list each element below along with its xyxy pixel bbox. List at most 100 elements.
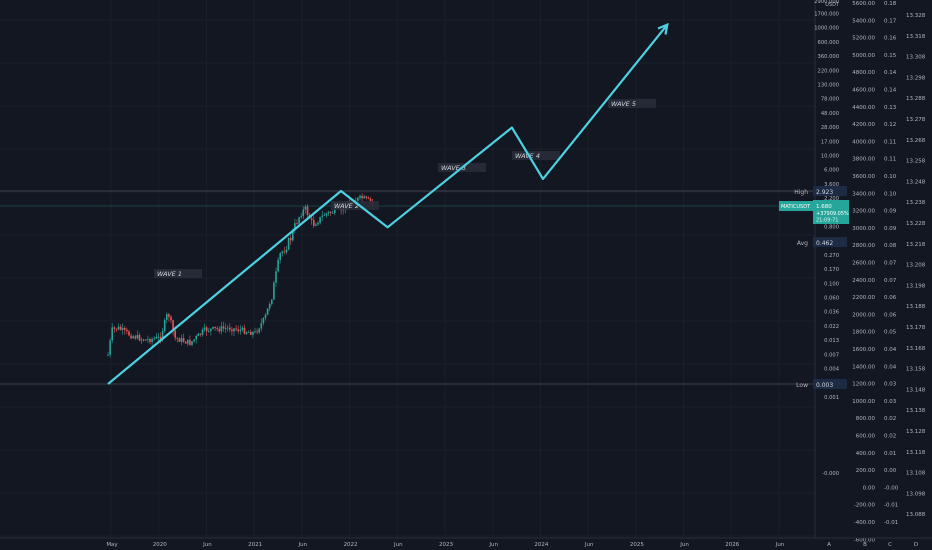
scale-a-label: 0.036 bbox=[824, 310, 839, 316]
candle-body bbox=[189, 339, 191, 345]
high-label: High bbox=[794, 189, 808, 196]
candle-body bbox=[134, 336, 137, 339]
candle-body bbox=[359, 195, 361, 198]
candle-body bbox=[159, 336, 162, 340]
candle-body bbox=[357, 197, 359, 201]
elliott-wave-path[interactable] bbox=[107, 24, 669, 385]
candle-body bbox=[168, 314, 170, 317]
scale-d-label: 13.178 bbox=[906, 325, 926, 331]
candle-body bbox=[237, 329, 239, 332]
grid bbox=[0, 0, 815, 538]
scale-c-label: 0.01 bbox=[884, 451, 896, 457]
candle-body bbox=[187, 339, 189, 344]
time-label: Jun bbox=[202, 542, 212, 548]
candle-body bbox=[132, 336, 134, 339]
candle-body bbox=[260, 323, 263, 329]
candle-body bbox=[334, 208, 336, 213]
candle-body bbox=[107, 354, 109, 356]
candle-body bbox=[170, 316, 172, 321]
candle-body bbox=[205, 327, 208, 332]
scale-a-label: 220.000 bbox=[818, 68, 839, 74]
scale-a-label: 10.000 bbox=[821, 154, 839, 160]
time-axis[interactable]: May 2020 Jun 2021 Jun 2022 Jun 2023 Jun 2024 Jun 20… bbox=[0, 537, 932, 548]
candle-body bbox=[220, 326, 223, 332]
candle-body bbox=[182, 338, 185, 342]
candle-body bbox=[119, 326, 122, 330]
candle-body bbox=[121, 328, 124, 330]
scale-d-label: 13.218 bbox=[906, 242, 926, 248]
candle-body bbox=[149, 339, 151, 343]
scale-c-label: 0.09 bbox=[884, 226, 897, 232]
scale-b-label: 1200.00 bbox=[852, 382, 875, 388]
candle-body bbox=[155, 336, 158, 339]
candle-body bbox=[323, 215, 326, 217]
scale-c-label: 0.17 bbox=[884, 18, 897, 24]
scale-b-label: 3400.00 bbox=[852, 191, 875, 197]
scale-c-label: 0.16 bbox=[884, 36, 897, 42]
scale-a-label: 360.000 bbox=[818, 54, 839, 60]
scale-a-label: 2.200 bbox=[824, 196, 839, 202]
scale-d-label: 13.188 bbox=[906, 304, 926, 310]
scale-d-label: 13.328 bbox=[906, 13, 926, 19]
candle-body bbox=[271, 299, 273, 305]
scale-a-label: 0.270 bbox=[824, 253, 839, 259]
candle-body bbox=[222, 326, 225, 329]
scale-b-label: -200.00 bbox=[854, 503, 876, 509]
scale-c[interactable]: 0.18 0.17 0.16 0.15 0.14 0.14 0.13 0.12 0.11 0.11… bbox=[884, 1, 899, 526]
scale-d-label: 13.288 bbox=[906, 96, 926, 102]
scale-a-label: 0.022 bbox=[824, 324, 839, 330]
candle-body bbox=[283, 251, 286, 253]
avg-value: 0.462 bbox=[816, 240, 833, 247]
time-label: May bbox=[106, 542, 118, 548]
candle-body bbox=[363, 196, 365, 199]
high-low-lines bbox=[0, 190, 815, 385]
scale-c-label: 0.12 bbox=[884, 122, 896, 128]
scale-d-label: 13.158 bbox=[906, 367, 926, 373]
candle-body bbox=[313, 220, 315, 226]
scale-a-label: 0.100 bbox=[824, 281, 839, 287]
candle-body bbox=[166, 314, 168, 320]
time-label: Jun bbox=[679, 542, 689, 548]
candle-body bbox=[239, 329, 242, 332]
candle-body bbox=[126, 329, 128, 332]
scale-d[interactable]: 13.328 13.318 13.308 13.298 13.288 13.278 13.2… bbox=[906, 13, 926, 518]
scale-a-label: 0.013 bbox=[824, 338, 839, 344]
scale-b[interactable]: 5600.00 5400.00 5200.00 5000.00 4800.00 4600.… bbox=[852, 1, 875, 543]
scale-b-label: 5400.00 bbox=[852, 18, 875, 24]
time-label: 2025 bbox=[630, 542, 644, 548]
candle-body bbox=[117, 326, 120, 330]
symbol-label: MATICUSDT bbox=[781, 204, 811, 210]
candle-body bbox=[275, 271, 277, 283]
candle-body bbox=[254, 331, 256, 333]
scale-letter: A bbox=[827, 542, 831, 548]
candle-body bbox=[294, 223, 296, 231]
scale-d-label: 13.228 bbox=[906, 221, 926, 227]
scale-c-label: 0.11 bbox=[884, 139, 896, 145]
candle-body bbox=[109, 340, 111, 355]
scale-b-label: 2400.00 bbox=[852, 278, 875, 284]
scale-a-label: 0.060 bbox=[824, 296, 839, 302]
time-label: Jun bbox=[488, 542, 498, 548]
candle-body bbox=[142, 339, 145, 341]
scale-c-label: 0.03 bbox=[884, 382, 897, 388]
candle-body bbox=[306, 206, 309, 215]
candle-body bbox=[235, 328, 237, 330]
scale-d-label: 13.208 bbox=[906, 263, 926, 269]
scale-c-label: 0.04 bbox=[884, 347, 897, 353]
candle-body bbox=[180, 338, 183, 342]
candle-body bbox=[289, 237, 292, 241]
candle-body bbox=[310, 218, 313, 221]
scale-d-label: 13.198 bbox=[906, 283, 926, 289]
scale-letter: D bbox=[914, 542, 918, 548]
candle-body bbox=[321, 215, 323, 217]
scale-b-label: 5200.00 bbox=[852, 36, 875, 42]
candle-body bbox=[287, 237, 290, 250]
scale-b-label: 2600.00 bbox=[852, 261, 875, 267]
wave-label: WAVE 2 bbox=[334, 202, 359, 210]
scale-c-label: 0.03 bbox=[884, 399, 897, 405]
time-label: 2026 bbox=[725, 542, 739, 548]
scale-c-label: 0.10 bbox=[884, 174, 897, 180]
